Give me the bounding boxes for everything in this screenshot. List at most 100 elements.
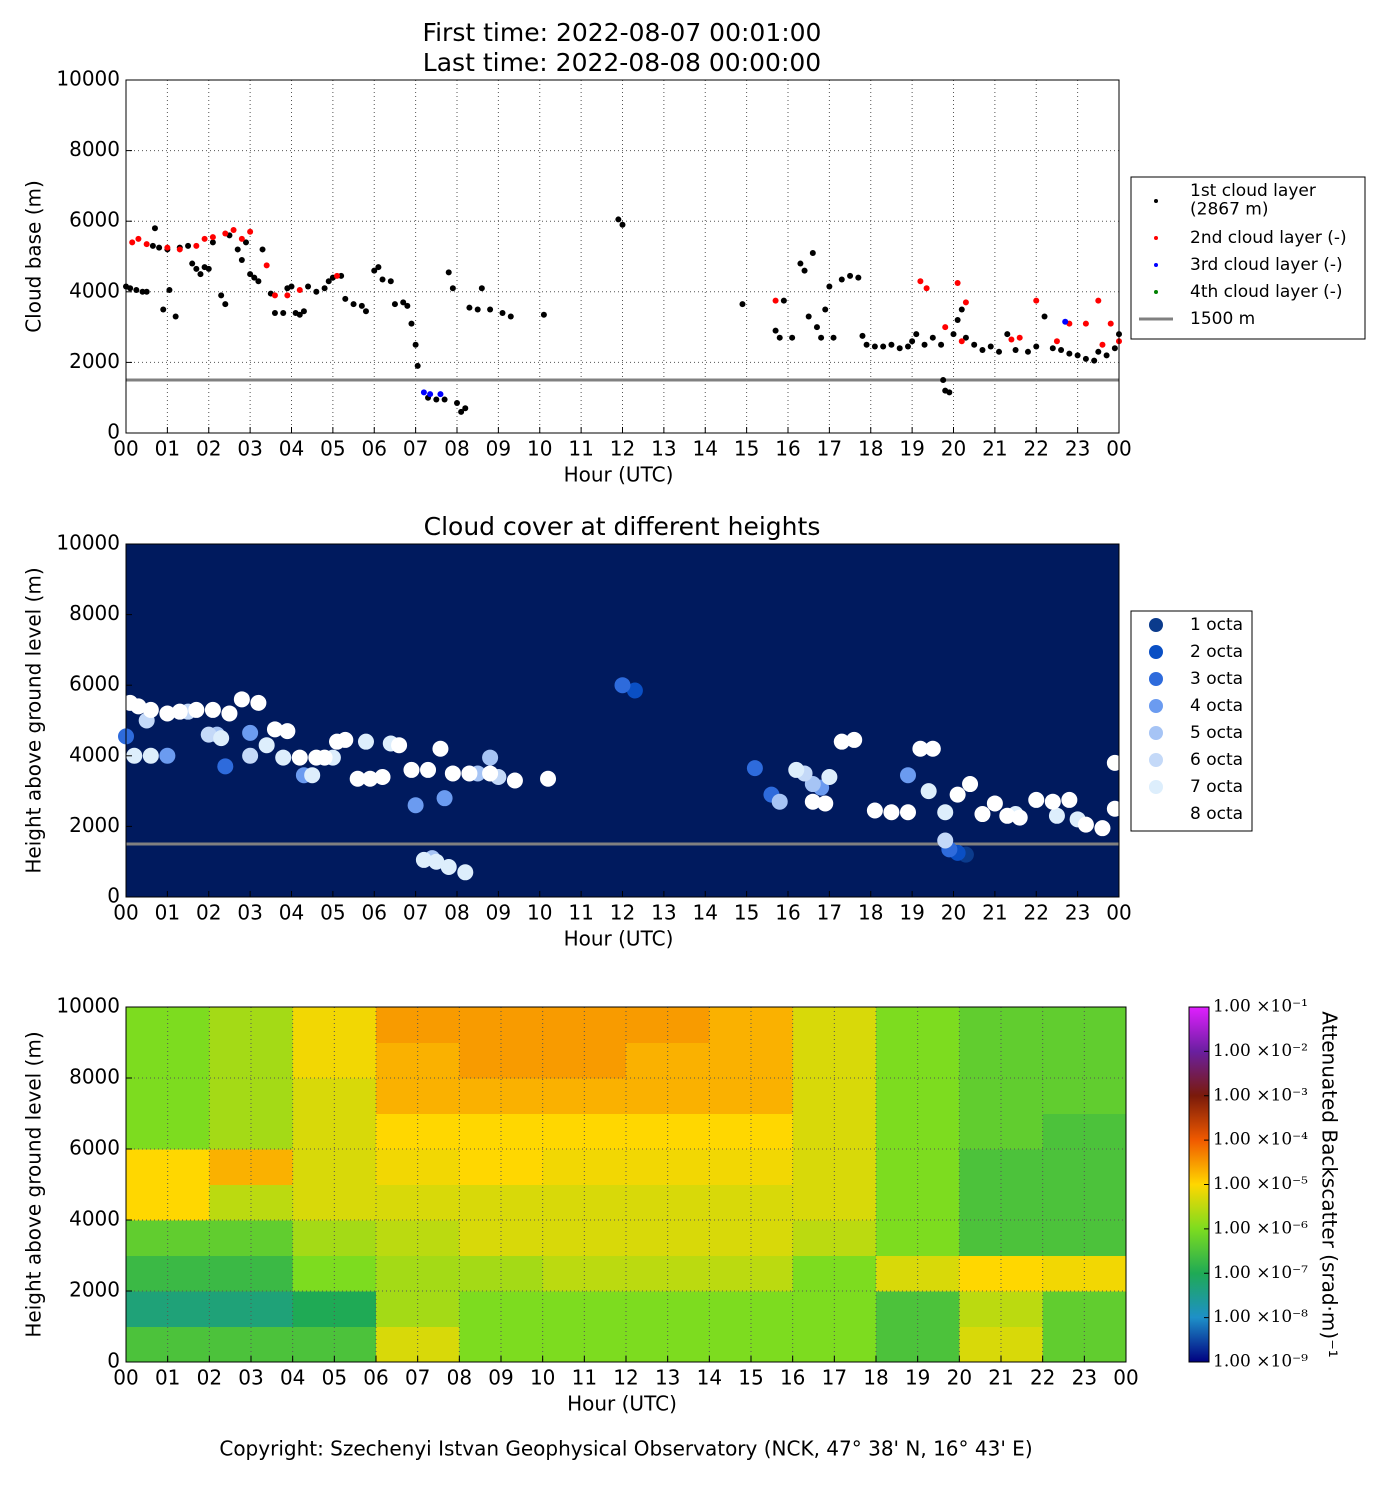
point bbox=[912, 740, 929, 757]
x-axis-label: Hour (UTC) bbox=[564, 927, 674, 951]
x-tick-label: 16 bbox=[775, 901, 800, 925]
point bbox=[420, 389, 427, 396]
heat-cell bbox=[459, 1255, 544, 1292]
point bbox=[313, 288, 320, 295]
point bbox=[771, 793, 788, 810]
point bbox=[325, 278, 332, 285]
point bbox=[296, 311, 303, 318]
heat-cell bbox=[542, 1255, 627, 1292]
point bbox=[954, 279, 961, 286]
heat-cell bbox=[792, 1042, 877, 1079]
x-tick-label: 09 bbox=[488, 1366, 513, 1390]
heat-cell bbox=[626, 1291, 710, 1327]
point bbox=[271, 292, 278, 299]
y-axis-label: Height above ground level (m) bbox=[22, 567, 46, 873]
point bbox=[222, 301, 229, 308]
legend-label: 3 octa bbox=[1190, 669, 1243, 689]
legend-marker bbox=[1154, 263, 1158, 267]
point bbox=[1111, 345, 1118, 352]
chart-title: First time: 2022-08-07 00:01:00 bbox=[423, 18, 822, 47]
point bbox=[996, 348, 1003, 355]
heat-cell bbox=[626, 1220, 710, 1256]
x-tick-label: 18 bbox=[858, 901, 883, 925]
point bbox=[159, 705, 176, 722]
y-tick-label: 8000 bbox=[69, 601, 120, 625]
heat-cell bbox=[542, 1220, 627, 1256]
legend-label: 6 octa bbox=[1190, 750, 1243, 770]
x-tick-label: 04 bbox=[279, 437, 304, 461]
colorbar-tick-label: 1.00 ×10⁻¹ bbox=[1213, 997, 1308, 1017]
point bbox=[159, 747, 176, 764]
heat-cell bbox=[542, 1042, 627, 1079]
heat-cell bbox=[376, 1042, 460, 1079]
point bbox=[909, 338, 916, 345]
heat-cell bbox=[376, 1255, 460, 1292]
point bbox=[487, 306, 494, 313]
x-tick-label: 06 bbox=[363, 1366, 388, 1390]
point bbox=[904, 343, 911, 350]
legend-label: 2 octa bbox=[1190, 642, 1243, 662]
point bbox=[1048, 807, 1065, 824]
x-tick-label: 15 bbox=[734, 437, 759, 461]
x-tick-label: 09 bbox=[486, 437, 511, 461]
legend-marker bbox=[1149, 726, 1163, 740]
point bbox=[507, 313, 514, 320]
y-tick-label: 2000 bbox=[69, 349, 120, 373]
point bbox=[247, 271, 254, 278]
colorbar-tick-label: 1.00 ×10⁻⁹ bbox=[1213, 1352, 1308, 1372]
point bbox=[809, 249, 816, 256]
y-tick-label: 6000 bbox=[69, 672, 120, 696]
legend-label: 1 octa bbox=[1190, 615, 1243, 635]
heat-cell bbox=[792, 1007, 877, 1043]
heat-cell bbox=[209, 1042, 294, 1079]
heat-cell bbox=[542, 1007, 627, 1043]
point bbox=[164, 244, 171, 251]
point bbox=[321, 285, 328, 292]
point bbox=[414, 362, 421, 369]
point bbox=[1095, 297, 1102, 304]
heat-cell bbox=[376, 1291, 460, 1327]
point bbox=[127, 285, 134, 292]
point bbox=[1066, 350, 1073, 357]
point bbox=[242, 239, 249, 246]
point bbox=[776, 334, 783, 341]
point bbox=[255, 278, 262, 285]
point bbox=[883, 804, 900, 821]
point bbox=[1103, 352, 1110, 359]
point bbox=[412, 341, 419, 348]
x-tick-label: 01 bbox=[155, 1366, 180, 1390]
x-tick-label: 00 bbox=[1113, 1366, 1138, 1390]
point bbox=[151, 225, 158, 232]
heat-cell bbox=[709, 1184, 794, 1221]
point bbox=[896, 345, 903, 352]
point bbox=[1106, 800, 1123, 817]
x-tick-label: 00 bbox=[1106, 437, 1131, 461]
x-tick-label: 03 bbox=[238, 1366, 263, 1390]
x-tick-label: 15 bbox=[734, 901, 759, 925]
point bbox=[971, 341, 978, 348]
point bbox=[746, 760, 763, 777]
point bbox=[615, 216, 622, 223]
point bbox=[391, 737, 408, 754]
point bbox=[540, 311, 547, 318]
x-tick-label: 05 bbox=[320, 437, 345, 461]
colorbar-tick-label: 1.00 ×10⁻⁶ bbox=[1213, 1218, 1308, 1238]
point bbox=[899, 767, 916, 784]
legend-marker bbox=[1154, 236, 1158, 240]
point bbox=[855, 274, 862, 281]
colorbar-tick-label: 1.00 ×10⁻⁵ bbox=[1213, 1174, 1308, 1194]
point bbox=[950, 331, 957, 338]
legend-label: 4th cloud layer (-) bbox=[1190, 282, 1343, 302]
x-tick-label: 22 bbox=[1024, 901, 1049, 925]
point bbox=[197, 271, 204, 278]
point bbox=[201, 235, 208, 242]
x-tick-label: 20 bbox=[947, 1366, 972, 1390]
point bbox=[185, 242, 192, 249]
point bbox=[454, 399, 460, 406]
point bbox=[427, 391, 434, 398]
heat-cell bbox=[1042, 1042, 1127, 1079]
point bbox=[921, 341, 928, 348]
point bbox=[626, 682, 643, 699]
chart-title: Last time: 2022-08-08 00:00:00 bbox=[423, 48, 821, 77]
